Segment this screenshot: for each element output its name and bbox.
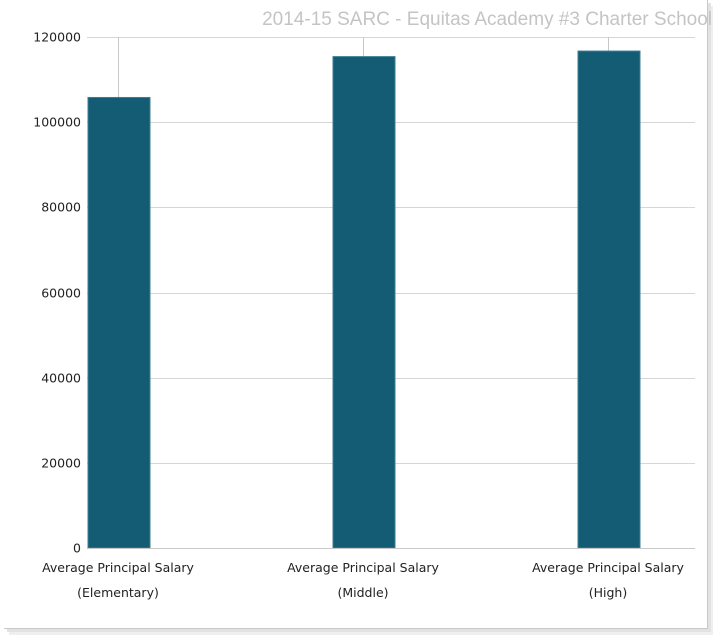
x-tick-label: (High) xyxy=(589,585,627,600)
bar xyxy=(87,96,151,549)
x-tick-label: (Middle) xyxy=(337,585,388,600)
y-tick-label: 40000 xyxy=(41,371,81,386)
bar xyxy=(332,56,396,549)
x-tick-label: Average Principal Salary xyxy=(532,560,684,575)
y-tick-label: 0 xyxy=(73,541,81,556)
x-tick-label: (Elementary) xyxy=(77,585,159,600)
x-tick-label: Average Principal Salary xyxy=(42,560,194,575)
y-tick-label: 80000 xyxy=(41,200,81,215)
chart-title: 2014-15 SARC - Equitas Academy #3 Charte… xyxy=(262,9,712,30)
y-tick-label: 20000 xyxy=(41,456,81,471)
x-tick-label: Average Principal Salary xyxy=(287,560,439,575)
y-tick-label: 60000 xyxy=(41,286,81,301)
bar xyxy=(577,50,641,549)
y-tick-label: 100000 xyxy=(33,115,81,130)
y-tick-label: 120000 xyxy=(33,30,81,45)
